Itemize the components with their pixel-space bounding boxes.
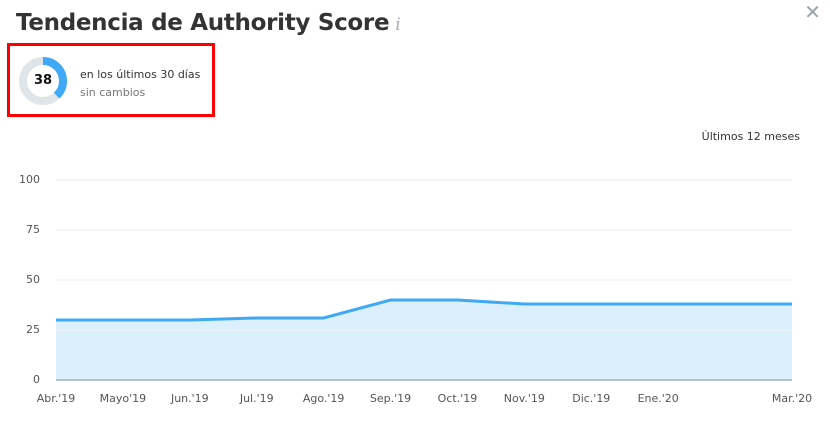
y-tick-label: 50 [26, 273, 40, 286]
x-tick-label: Abr.'19 [36, 392, 76, 405]
score-value: 38 [33, 73, 53, 88]
y-tick-label: 0 [33, 373, 40, 386]
info-icon[interactable]: i [395, 15, 401, 35]
y-tick-label: 75 [26, 223, 40, 236]
y-tick-label: 25 [26, 323, 40, 336]
x-tick-label: Sep.'19 [369, 392, 412, 405]
range-selector[interactable]: Últimos 12 meses [701, 130, 800, 143]
series-line [56, 298, 792, 322]
x-tick-label: Oct.'19 [437, 392, 478, 405]
score-donut-icon [19, 57, 67, 105]
x-tick-label: Dic.'19 [572, 392, 611, 405]
score-period: en los últimos 30 días [80, 68, 201, 81]
page-title: Tendencia de Authority Score i [16, 10, 401, 36]
x-tick-label: Mayo'19 [99, 392, 147, 405]
title-text: Tendencia de Authority Score [16, 10, 390, 36]
x-tick-label: Nov.'19 [503, 392, 545, 405]
x-tick-label: Jul.'19 [239, 392, 274, 405]
score-summary: 38 en los últimos 30 días sin cambios [7, 43, 215, 117]
x-tick-label: Jun.'19 [170, 392, 209, 405]
close-icon[interactable]: ✕ [804, 0, 821, 24]
score-change: sin cambios [80, 86, 146, 99]
x-tick-label: Ago.'19 [302, 392, 345, 405]
x-tick-label: Ene.'20 [637, 392, 679, 405]
y-tick-label: 100 [19, 173, 40, 186]
x-tick-label: Mar.'20 [771, 392, 813, 405]
